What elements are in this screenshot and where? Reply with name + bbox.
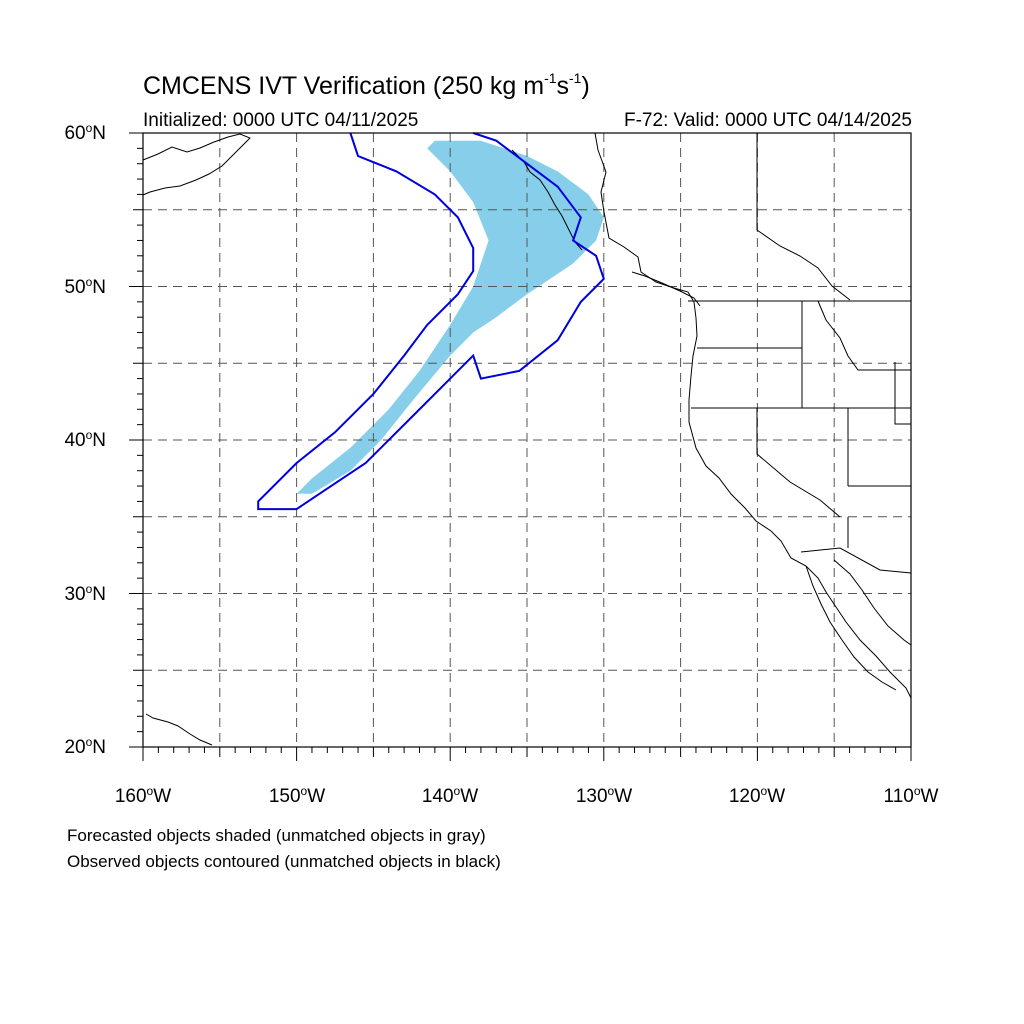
coastline-gulf-california — [833, 559, 912, 646]
border-utah-colorado — [894, 362, 911, 425]
border-mexico — [800, 547, 912, 574]
border-idaho-montana — [817, 300, 911, 371]
footnote-forecast: Forecasted objects shaded (unmatched obj… — [67, 826, 486, 845]
lat-label-20: 20oN — [64, 735, 106, 758]
border-ca-nv — [756, 408, 841, 518]
footnote-observed: Observed objects contoured (unmatched ob… — [67, 852, 501, 871]
border-canada-bc-alberta — [756, 133, 851, 301]
lat-label-30: 30oN — [64, 582, 106, 605]
coastline-layer — [142, 132, 912, 746]
coastline-baja — [805, 565, 897, 691]
valid-time: F-72: Valid: 0000 UTC 04/14/2025 — [624, 110, 912, 131]
lon-label-160w: 160oW — [114, 784, 172, 807]
chart-title: CMCENS IVT Verification (250 kg m-1s-1) — [143, 70, 590, 100]
coastline-bc-islands — [511, 149, 583, 251]
init-time: Initialized: 0000 UTC 04/11/2025 — [143, 110, 419, 131]
coastline-vancouver-island — [631, 271, 701, 307]
observed-object-contour — [257, 132, 605, 511]
lat-label-60: 60oN — [64, 121, 106, 144]
lon-label-120w: 120oW — [728, 784, 786, 807]
axis-ticks — [129, 132, 912, 761]
gridlines — [143, 133, 911, 747]
observed-object-layer — [257, 132, 605, 511]
lat-label-50: 50oN — [64, 275, 106, 298]
lon-label-130w: 130oW — [575, 784, 633, 807]
coastline-hawaii — [145, 713, 213, 746]
lon-label-140w: 140oW — [421, 784, 479, 807]
coastline-westcoast — [594, 132, 912, 699]
coastline-alaska — [142, 133, 251, 196]
lon-label-110w: 110oW — [883, 784, 939, 807]
lat-label-40: 40oN — [64, 428, 106, 451]
lon-label-150w: 150oW — [268, 784, 326, 807]
